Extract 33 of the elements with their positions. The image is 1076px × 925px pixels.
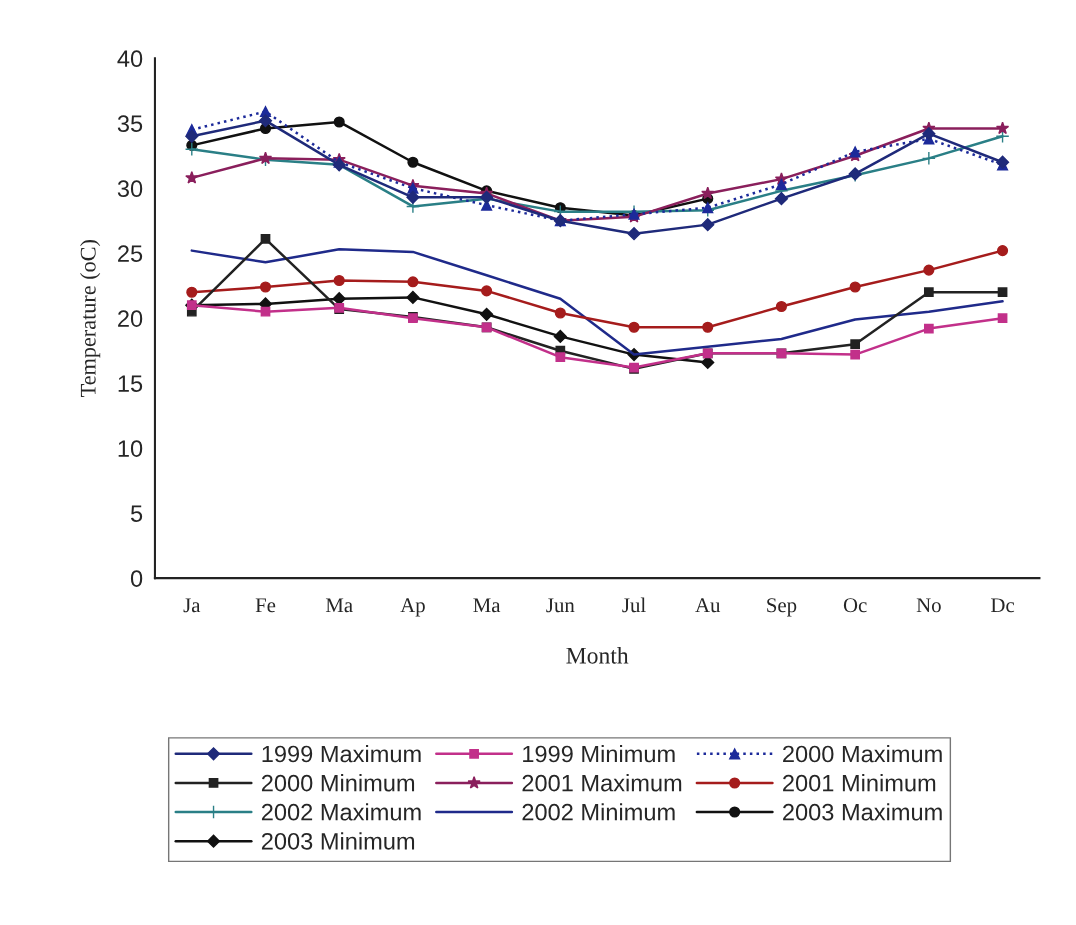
y-axis-title: Temperature (oC) xyxy=(80,240,101,397)
y-tick-label: 40 xyxy=(117,50,143,68)
legend-label: 2000 Minimum xyxy=(261,774,415,792)
y-tick-label: 10 xyxy=(118,440,143,457)
legend-label: 1999 Minimum xyxy=(523,745,675,763)
x-tick-label: Fe xyxy=(255,598,276,613)
legend-label: 2003 Maximum xyxy=(783,803,942,821)
x-tick-label: Au xyxy=(695,598,721,613)
legend-label: 2002 Maximum xyxy=(261,803,421,821)
legend-label: 2000 Maximum xyxy=(783,745,942,763)
legend-label: 2001 Minimum xyxy=(783,774,936,792)
y-tick-label: 20 xyxy=(118,310,143,327)
x-tick-label: Ma xyxy=(325,598,353,613)
y-tick-label: 25 xyxy=(118,245,143,263)
legend-label: 2001 Maximum xyxy=(522,774,682,792)
legend-label: 1999 Maximum xyxy=(262,745,421,763)
x-tick-label: Oc xyxy=(843,598,867,613)
x-tick-label: Ma xyxy=(473,598,501,613)
x-tick-label: Ja xyxy=(183,598,201,613)
y-tick-label: 15 xyxy=(118,375,143,392)
legend-label: 2003 Minimum xyxy=(261,832,415,850)
x-tick-label: Ap xyxy=(400,598,425,617)
x-tick-label: Sep xyxy=(767,598,797,617)
x-tick-label: Dc xyxy=(991,598,1015,613)
y-tick-label: 30 xyxy=(117,180,143,198)
x-tick-label: No xyxy=(916,598,941,613)
y-tick-label: 35 xyxy=(117,115,143,133)
legend-label: 2002 Minimum xyxy=(522,803,675,821)
y-tick-label: 5 xyxy=(130,505,143,522)
x-tick-label: Jun xyxy=(546,598,575,613)
x-tick-label: Jul xyxy=(622,597,646,613)
y-tick-label: 0 xyxy=(130,570,143,587)
x-axis-title: Month xyxy=(566,647,629,664)
